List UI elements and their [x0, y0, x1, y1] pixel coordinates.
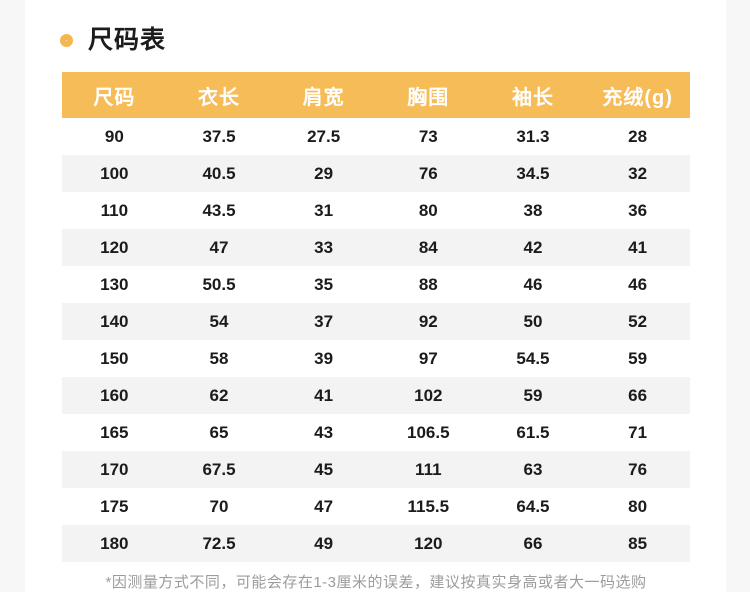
table-cell: 41 [585, 229, 690, 266]
table-cell: 160 [62, 377, 167, 414]
column-header: 袖长 [480, 72, 586, 118]
content-area: 尺码表 尺码 衣长 肩宽 胸围 袖长 充绒(g) 90 37.5 27.5 73 31.3 28 10… [25, 0, 726, 592]
table-cell: 97 [418, 348, 438, 368]
table-cell: 35 [314, 274, 334, 294]
table-cell: 37 [271, 303, 376, 340]
table-cell: 111 [375, 451, 481, 488]
table-row: 175 70 47 115.5 64.5 80 [62, 488, 690, 525]
table-cell: 92 [375, 303, 481, 340]
table-cell: 43.5 [202, 200, 236, 220]
table-cell: 46 [523, 274, 543, 294]
table-cell: 40.5 [166, 155, 272, 192]
table-cell: 65 [209, 422, 229, 442]
column-header: 尺码 [62, 72, 167, 118]
table-cell: 49 [271, 525, 376, 562]
table-cell: 62 [166, 377, 272, 414]
table-cell: 85 [585, 525, 690, 562]
table-row: 165 65 43 106.5 61.5 71 [62, 414, 690, 451]
page-title: 尺码表 [88, 26, 167, 54]
column-header: 衣长 [166, 72, 272, 118]
table-cell: 88 [418, 274, 438, 294]
table-cell: 42 [480, 229, 586, 266]
table-cell: 106.5 [407, 422, 450, 442]
table-header-row: 尺码 衣长 肩宽 胸围 袖长 充绒(g) [62, 72, 690, 118]
table-cell: 58 [209, 348, 229, 368]
table-head: 尺码 衣长 肩宽 胸围 袖长 充绒(g) [62, 72, 690, 118]
table-cell: 67.5 [166, 451, 272, 488]
table-row: 120 47 33 84 42 41 [62, 229, 690, 266]
table-cell: 120 [62, 229, 167, 266]
table-cell: 66 [480, 525, 586, 562]
table-cell: 41 [271, 377, 376, 414]
table-cell: 71 [628, 422, 648, 442]
table-cell: 115.5 [407, 496, 450, 516]
table-cell: 33 [271, 229, 376, 266]
table-cell: 170 [62, 451, 167, 488]
table-body: 90 37.5 27.5 73 31.3 28 100 40.5 29 76 34.5 32 110 43… [62, 118, 690, 562]
table-cell: 175 [100, 496, 129, 516]
table-row: 110 43.5 31 80 38 36 [62, 192, 690, 229]
table-cell: 84 [375, 229, 481, 266]
table-cell: 165 [100, 422, 129, 442]
table-cell: 38 [523, 200, 543, 220]
table-cell: 90 [104, 126, 124, 146]
table-cell: 120 [375, 525, 481, 562]
table-cell: 76 [585, 451, 690, 488]
table-cell: 59 [628, 348, 648, 368]
column-header: 肩宽 [271, 72, 376, 118]
table-cell: 45 [271, 451, 376, 488]
table-cell: 29 [271, 155, 376, 192]
table-row: 130 50.5 35 88 46 46 [62, 266, 690, 303]
table-cell: 52 [585, 303, 690, 340]
table-cell: 150 [100, 348, 129, 368]
table-cell: 47 [166, 229, 272, 266]
table-row: 100 40.5 29 76 34.5 32 [62, 155, 690, 192]
column-header: 充绒(g) [585, 72, 690, 118]
table-cell: 64.5 [516, 496, 550, 516]
table-cell: 140 [62, 303, 167, 340]
table-cell: 66 [585, 377, 690, 414]
table-cell: 34.5 [480, 155, 586, 192]
table-cell: 46 [628, 274, 648, 294]
column-header: 胸围 [375, 72, 481, 118]
table-cell: 180 [62, 525, 167, 562]
table-cell: 110 [100, 200, 129, 220]
table-cell: 61.5 [516, 422, 550, 442]
table-cell: 31.3 [516, 126, 550, 146]
table-cell: 43 [314, 422, 334, 442]
table-cell: 73 [418, 126, 438, 146]
table-row: 180 72.5 49 120 66 85 [62, 525, 690, 562]
table-cell: 37.5 [202, 126, 236, 146]
table-row: 170 67.5 45 111 63 76 [62, 451, 690, 488]
table-cell: 100 [62, 155, 167, 192]
table-cell: 54.5 [516, 348, 550, 368]
table-cell: 80 [628, 496, 648, 516]
table-cell: 54 [166, 303, 272, 340]
section-title: 尺码表 [60, 26, 726, 54]
table-cell: 80 [418, 200, 438, 220]
table-cell: 50.5 [202, 274, 236, 294]
table-cell: 102 [375, 377, 481, 414]
table-cell: 47 [314, 496, 334, 516]
table-cell: 31 [314, 200, 334, 220]
table-cell: 70 [209, 496, 229, 516]
table-cell: 72.5 [166, 525, 272, 562]
table-row: 140 54 37 92 50 52 [62, 303, 690, 340]
table-cell: 36 [628, 200, 648, 220]
table-cell: 28 [628, 126, 648, 146]
size-table: 尺码 衣长 肩宽 胸围 袖长 充绒(g) 90 37.5 27.5 73 31.3 28 100 40.… [62, 72, 690, 562]
table-cell: 50 [480, 303, 586, 340]
footnote: *因测量方式不同，可能会存在1-3厘米的误差，建议按真实身高或者大一码选购 [105, 574, 647, 591]
table-cell: 39 [314, 348, 334, 368]
table-cell: 32 [585, 155, 690, 192]
table-row: 150 58 39 97 54.5 59 [62, 340, 690, 377]
table-cell: 130 [100, 274, 129, 294]
table-cell: 76 [375, 155, 481, 192]
table-cell: 27.5 [307, 126, 341, 146]
ring-bullet-icon [60, 33, 73, 47]
table-row: 160 62 41 102 59 66 [62, 377, 690, 414]
table-row: 90 37.5 27.5 73 31.3 28 [62, 118, 690, 155]
table-cell: 59 [480, 377, 586, 414]
table-cell: 63 [480, 451, 586, 488]
